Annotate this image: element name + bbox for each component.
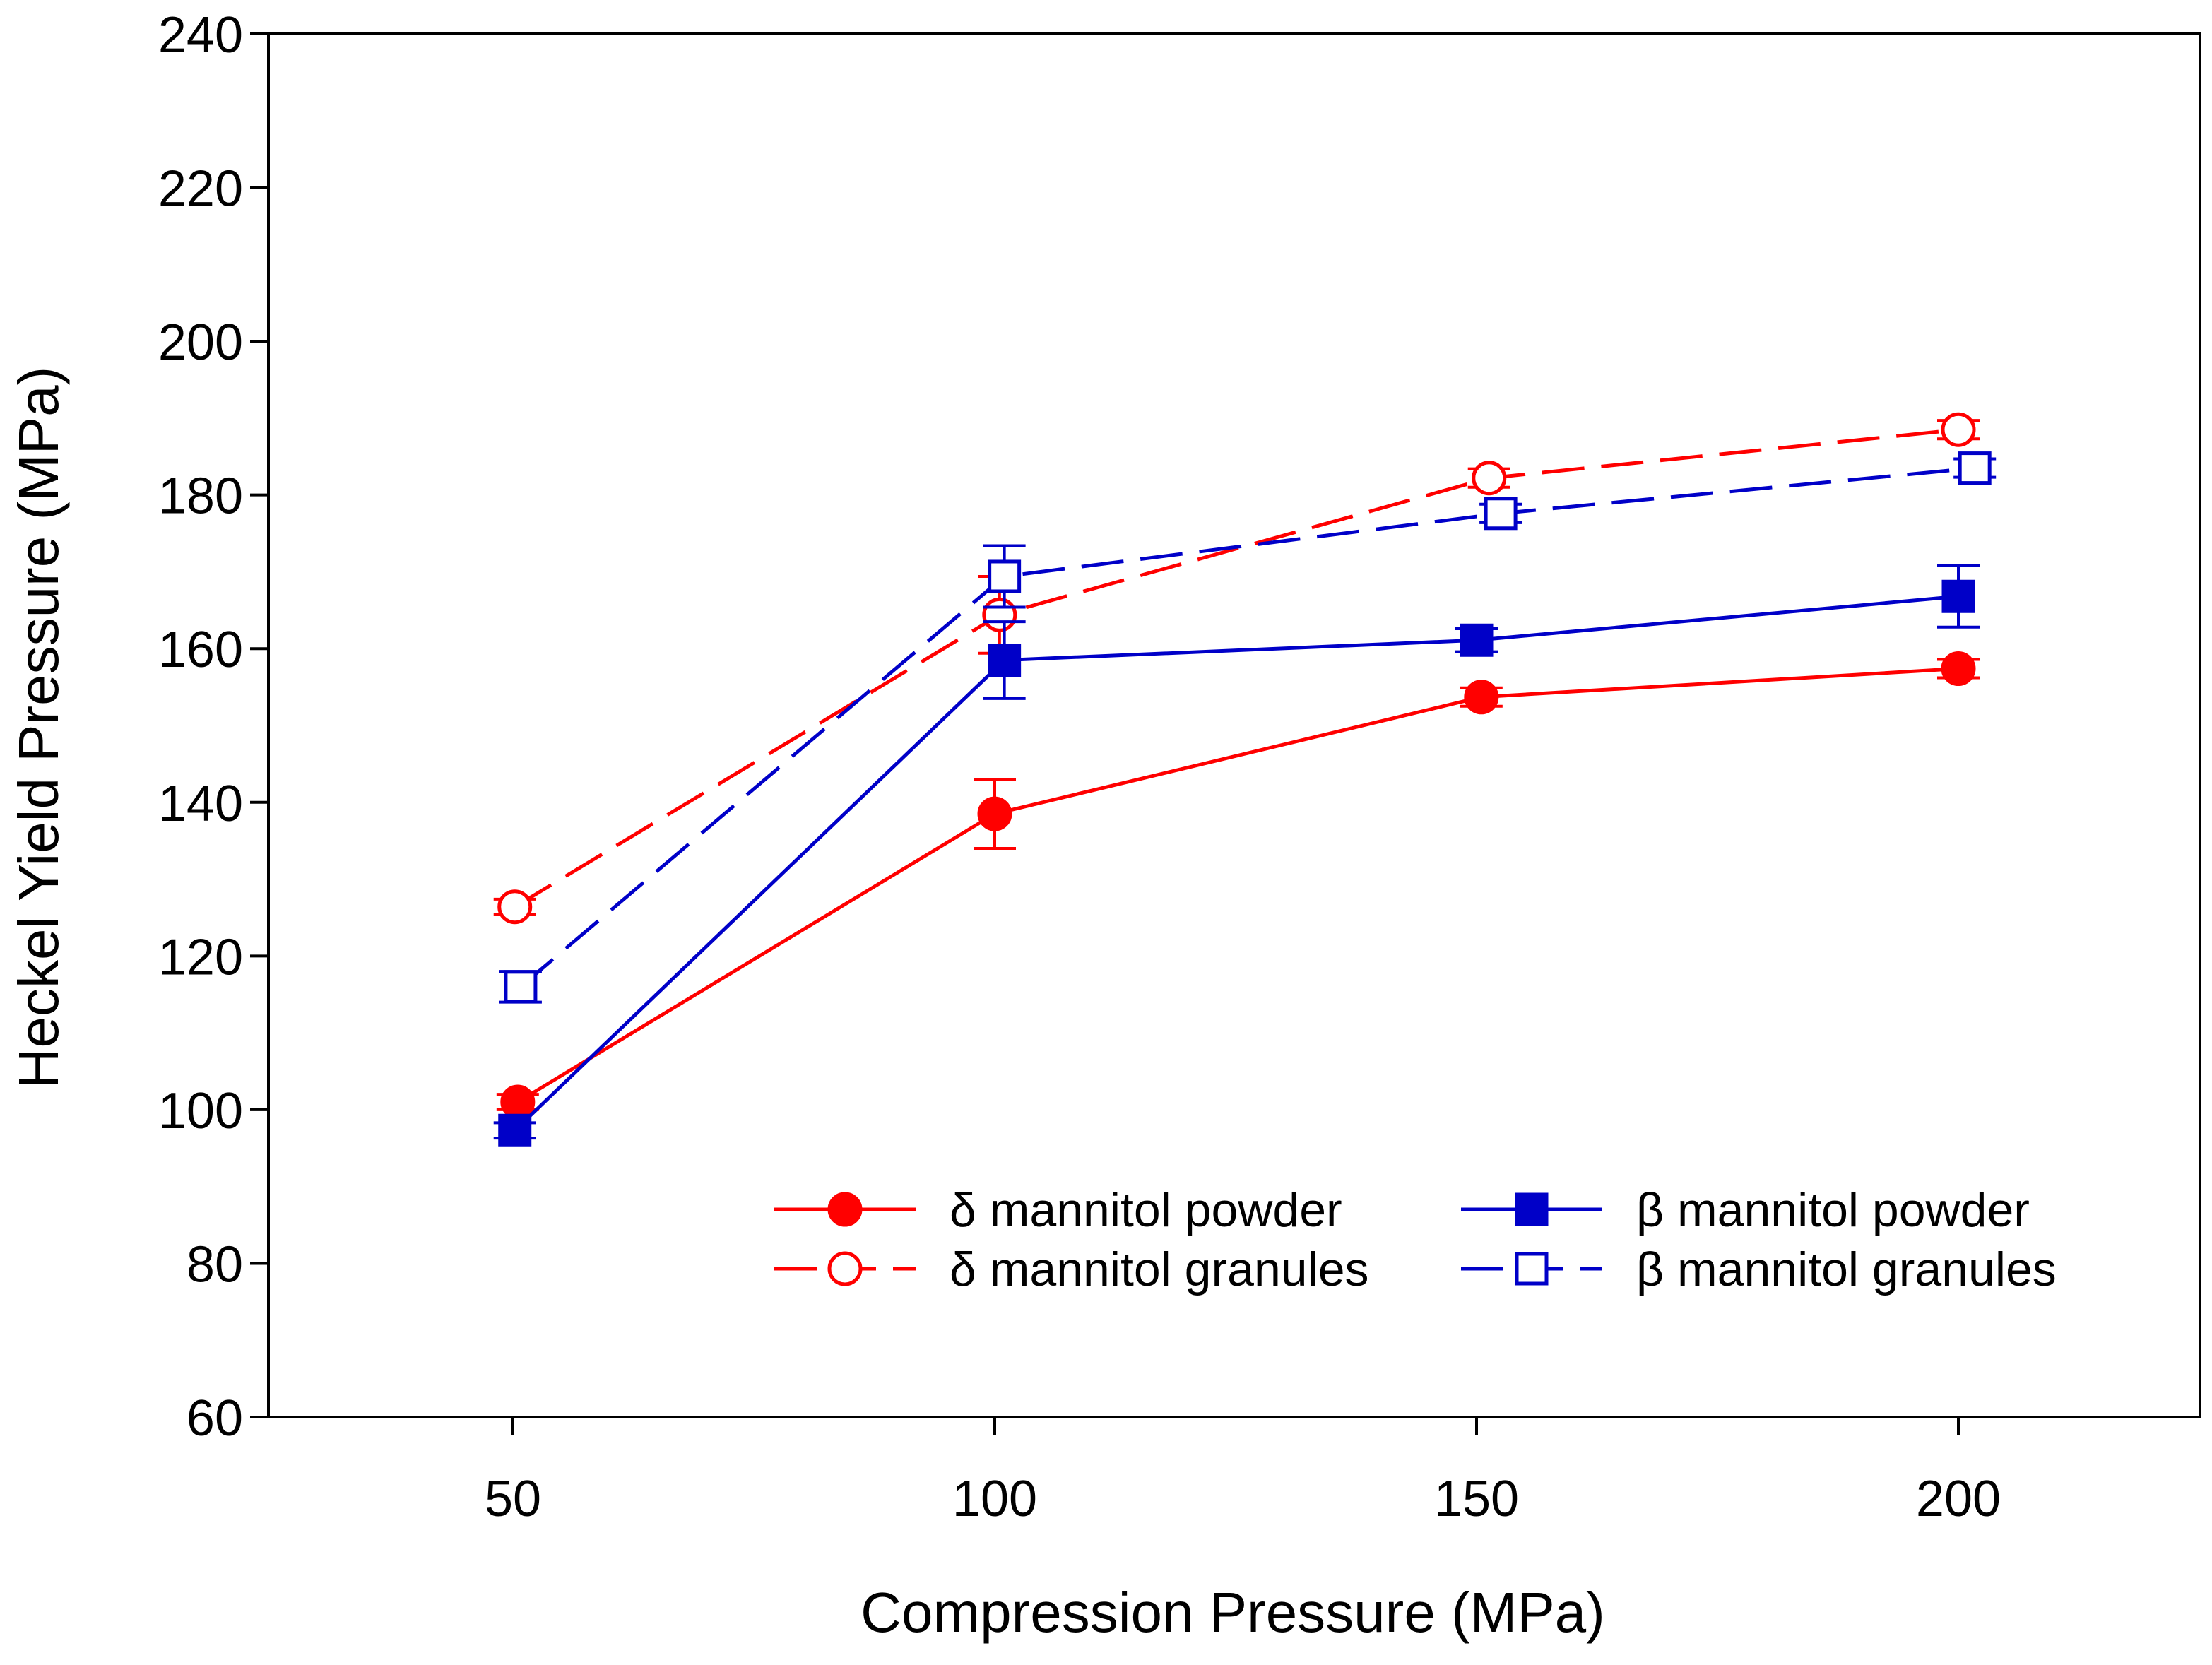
legend-marker (1515, 1192, 1549, 1226)
data-point (1958, 451, 1992, 485)
series-line (519, 466, 1975, 988)
data-point (504, 970, 538, 1004)
data-point (982, 597, 1017, 632)
y-tick-label: 100 (158, 1083, 243, 1139)
x-tick-label: 100 (952, 1471, 1037, 1527)
y-tick-label: 240 (158, 7, 243, 64)
legend-label: β mannitol powder (1636, 1183, 2030, 1237)
y-tick-label: 60 (187, 1390, 243, 1447)
legend-entry: δ mannitol powder (774, 1183, 1342, 1237)
legend-label: δ mannitol powder (950, 1183, 1342, 1237)
legend-entry: β mannitol powder (1461, 1183, 2030, 1237)
legend-marker (827, 1192, 863, 1227)
x-axis-label: Compression Pressure (MPa) (860, 1581, 1605, 1644)
y-axis-label: Heckel Yield Pressure (MPa) (7, 367, 70, 1089)
legend-entry: δ mannitol granules (774, 1243, 1369, 1296)
data-point (497, 889, 533, 925)
y-tick-label: 220 (158, 161, 243, 218)
legend-label: β mannitol granules (1636, 1243, 2057, 1296)
data-point (1472, 461, 1507, 496)
y-tick-label: 80 (187, 1236, 243, 1293)
data-point (1464, 680, 1499, 715)
series-line (514, 427, 1959, 908)
series-3 (499, 451, 1997, 1004)
data-point (1460, 623, 1494, 657)
x-tick-label: 200 (1916, 1471, 2001, 1527)
data-point (988, 559, 1022, 593)
x-tick-label: 150 (1434, 1471, 1519, 1527)
data-point (500, 1084, 536, 1120)
y-tick-label: 200 (158, 314, 243, 371)
x-tick-label: 50 (485, 1471, 541, 1527)
series-line (516, 667, 1959, 1104)
series-0 (496, 651, 1980, 1120)
y-tick-label: 140 (158, 776, 243, 832)
plot-frame (267, 32, 2201, 1418)
data-point (988, 644, 1022, 677)
data-point (1484, 497, 1518, 531)
data-point (1941, 651, 1976, 687)
legend-entry: β mannitol granules (1461, 1243, 2057, 1296)
series-2 (493, 564, 1980, 1147)
data-point (1941, 412, 1976, 447)
legend-label: δ mannitol granules (950, 1243, 1369, 1296)
data-point (1941, 579, 1975, 613)
data-point (498, 1113, 532, 1147)
data-point (977, 796, 1012, 831)
legend-marker (827, 1251, 863, 1286)
y-tick-label: 120 (158, 929, 243, 985)
legend-marker (1515, 1252, 1549, 1286)
series-line (513, 594, 1959, 1132)
y-tick-label: 160 (158, 622, 243, 678)
y-tick-label: 180 (158, 468, 243, 525)
